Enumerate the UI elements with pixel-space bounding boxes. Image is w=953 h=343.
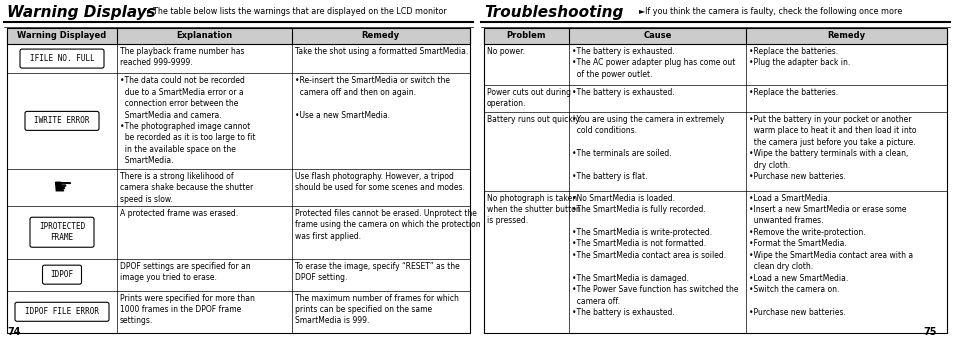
Text: Troubleshooting: Troubleshooting	[483, 5, 622, 20]
Text: IWRITE ERROR: IWRITE ERROR	[34, 116, 90, 126]
Text: •Replace the batteries.: •Replace the batteries.	[748, 88, 838, 97]
Text: IFILE NO. FULL: IFILE NO. FULL	[30, 54, 94, 63]
Text: •Replace the batteries.
•Plug the adapter back in.: •Replace the batteries. •Plug the adapte…	[748, 47, 849, 68]
Text: 75: 75	[923, 327, 936, 337]
Bar	[7, 28, 470, 44]
Text: IPROTECTED: IPROTECTED	[39, 222, 85, 231]
Text: •Load a SmartMedia.
•Insert a new SmartMedia or erase some
  unwanted frames.
•R: •Load a SmartMedia. •Insert a new SmartM…	[748, 193, 912, 317]
Text: There is a strong likelihood of
camera shake because the shutter
speed is slow.: There is a strong likelihood of camera s…	[120, 172, 253, 203]
Bar	[483, 28, 946, 333]
Text: The maximum number of frames for which
prints can be specified on the same
Smart: The maximum number of frames for which p…	[294, 294, 458, 326]
Text: Problem: Problem	[506, 32, 546, 40]
Text: ►If you think the camera is faulty, check the following once more: ►If you think the camera is faulty, chec…	[639, 7, 902, 16]
Text: Prints were specified for more than
1000 frames in the DPOF frame
settings.: Prints were specified for more than 1000…	[120, 294, 254, 326]
Text: IDPOF: IDPOF	[51, 270, 73, 279]
Text: A protected frame was erased.: A protected frame was erased.	[120, 209, 238, 218]
Text: •No SmartMedia is loaded.
•The SmartMedia is fully recorded.

•The SmartMedia is: •No SmartMedia is loaded. •The SmartMedi…	[572, 193, 738, 317]
Bar	[483, 28, 946, 44]
Text: •The battery is exhausted.
•The AC power adapter plug has come out
  of the powe: •The battery is exhausted. •The AC power…	[572, 47, 735, 79]
Text: •You are using the camera in extremely
  cold conditions.

•The terminals are so: •You are using the camera in extremely c…	[572, 115, 723, 181]
Text: Cause: Cause	[642, 32, 671, 40]
Text: Power cuts out during
operation.: Power cuts out during operation.	[486, 88, 571, 108]
Text: •Re-insert the SmartMedia or switch the
  camera off and then on again.

•Use a : •Re-insert the SmartMedia or switch the …	[294, 76, 450, 119]
Bar	[7, 28, 470, 333]
Text: Take the shot using a formatted SmartMedia.: Take the shot using a formatted SmartMed…	[294, 47, 468, 56]
Text: To erase the image, specify “RESET” as the
DPOF setting.: To erase the image, specify “RESET” as t…	[294, 262, 459, 282]
Text: •The data could not be recorded
  due to a SmartMedia error or a
  connection er: •The data could not be recorded due to a…	[120, 76, 255, 165]
Text: No photograph is taken
when the shutter button
is pressed.: No photograph is taken when the shutter …	[486, 193, 580, 225]
Text: Protected files cannot be erased. Unprotect the
frame using the camera on which : Protected files cannot be erased. Unprot…	[294, 209, 480, 241]
Text: Remedy: Remedy	[826, 32, 864, 40]
Text: The playback frame number has
reached 999-9999.: The playback frame number has reached 99…	[120, 47, 244, 68]
Text: ►The table below lists the warnings that are displayed on the LCD monitor: ►The table below lists the warnings that…	[147, 7, 446, 16]
Text: Explanation: Explanation	[176, 32, 233, 40]
Text: •The battery is exhausted.: •The battery is exhausted.	[572, 88, 674, 97]
Text: Use flash photography. However, a tripod
should be used for some scenes and mode: Use flash photography. However, a tripod…	[294, 172, 464, 192]
Text: Remedy: Remedy	[361, 32, 399, 40]
Text: No power.: No power.	[486, 47, 524, 56]
Text: 74: 74	[7, 327, 20, 337]
Text: Battery runs out quickly.: Battery runs out quickly.	[486, 115, 580, 124]
Text: ☛: ☛	[52, 177, 71, 197]
Text: DPOF settings are specified for an
image you tried to erase.: DPOF settings are specified for an image…	[120, 262, 251, 282]
Text: •Put the battery in your pocket or another
  warm place to heat it and then load: •Put the battery in your pocket or anoth…	[748, 115, 916, 181]
Text: Warning Displayed: Warning Displayed	[17, 32, 107, 40]
Text: FRAME: FRAME	[51, 233, 73, 242]
Text: IDPOF FILE ERROR: IDPOF FILE ERROR	[25, 307, 99, 316]
Text: Warning Displays: Warning Displays	[7, 5, 155, 20]
